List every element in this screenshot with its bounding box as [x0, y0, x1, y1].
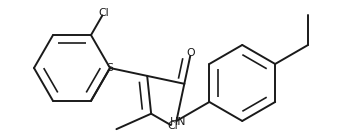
Text: Cl: Cl	[98, 8, 109, 18]
Text: Cl: Cl	[168, 121, 178, 131]
Text: S: S	[107, 63, 114, 73]
Text: HN: HN	[170, 117, 186, 127]
Text: O: O	[186, 48, 195, 58]
